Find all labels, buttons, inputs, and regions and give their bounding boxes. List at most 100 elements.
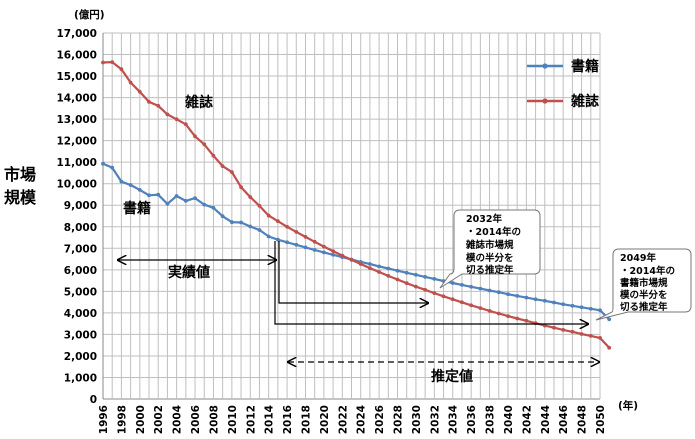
legend-marker-books bbox=[542, 63, 548, 69]
y-axis-label-line1: 市場 bbox=[4, 165, 36, 184]
data-point-books bbox=[579, 305, 584, 310]
data-point-books bbox=[266, 234, 271, 239]
data-point-magazines bbox=[294, 230, 299, 234]
data-point-magazines bbox=[496, 311, 501, 316]
data-point-magazines bbox=[257, 204, 262, 208]
callout-2032-line2: ・2014年の bbox=[466, 226, 521, 238]
y-tick-label: 10,000 bbox=[56, 179, 97, 191]
data-point-magazines bbox=[211, 153, 216, 158]
data-point-books bbox=[276, 237, 280, 242]
data-point-books bbox=[542, 298, 547, 303]
data-point-books bbox=[404, 270, 409, 275]
callout-2049-line5: 切る推定年 bbox=[620, 301, 668, 313]
x-tick-label: 2002 bbox=[153, 405, 165, 434]
data-point-magazines bbox=[414, 284, 418, 289]
actual-range-label: 実績値 bbox=[168, 264, 210, 281]
data-point-magazines bbox=[266, 213, 271, 218]
x-tick-label: 2018 bbox=[300, 405, 312, 434]
data-point-books bbox=[303, 245, 308, 250]
data-point-books bbox=[395, 268, 400, 273]
data-point-magazines bbox=[174, 117, 179, 122]
data-point-books bbox=[487, 288, 492, 293]
y-tick-label: 3,000 bbox=[64, 329, 97, 341]
x-tick-label: 2008 bbox=[208, 405, 220, 434]
data-point-books bbox=[552, 300, 556, 305]
data-point-magazines bbox=[147, 100, 151, 104]
x-tick-label: 2040 bbox=[503, 405, 515, 434]
data-point-books bbox=[202, 202, 207, 207]
inline-label-magazines: 雑誌 bbox=[184, 94, 213, 111]
data-point-magazines bbox=[248, 195, 253, 200]
data-point-magazines bbox=[542, 323, 547, 328]
data-point-magazines bbox=[137, 89, 142, 94]
data-point-books bbox=[588, 306, 593, 311]
x-tick-label: 2014 bbox=[264, 405, 276, 434]
y-tick-label: 11,000 bbox=[56, 157, 97, 169]
data-point-books bbox=[506, 292, 510, 297]
data-point-magazines bbox=[220, 164, 225, 169]
x-tick-label: 2032 bbox=[429, 405, 441, 434]
data-point-magazines bbox=[156, 103, 161, 108]
data-point-magazines bbox=[469, 303, 473, 308]
data-point-books bbox=[460, 283, 464, 287]
data-point-magazines bbox=[349, 258, 354, 262]
data-point-magazines bbox=[110, 60, 115, 64]
legend: 書籍 雑誌 bbox=[527, 58, 599, 110]
y-tick-label: 8,000 bbox=[64, 222, 97, 234]
x-tick-label: 2036 bbox=[466, 405, 478, 434]
legend-marker-magazines bbox=[542, 98, 548, 104]
data-point-books bbox=[211, 205, 216, 210]
data-point-magazines bbox=[340, 253, 345, 258]
data-point-magazines bbox=[395, 277, 400, 282]
data-point-books bbox=[469, 284, 473, 289]
x-tick-label: 2050 bbox=[595, 405, 607, 434]
data-point-books bbox=[312, 248, 317, 252]
data-point-magazines bbox=[368, 266, 372, 270]
data-point-books bbox=[496, 290, 501, 295]
data-point-books bbox=[156, 192, 161, 197]
x-tick-label: 2034 bbox=[448, 405, 460, 434]
data-point-magazines bbox=[478, 306, 483, 310]
data-point-books bbox=[368, 262, 372, 266]
data-point-magazines bbox=[460, 300, 464, 305]
data-point-magazines bbox=[285, 224, 289, 229]
data-point-books bbox=[239, 220, 244, 225]
x-tick-label: 2006 bbox=[190, 405, 202, 434]
data-point-magazines bbox=[487, 309, 492, 313]
x-tick-label: 2010 bbox=[227, 405, 239, 434]
callout-2049-line2: ・2014年の bbox=[620, 265, 675, 277]
data-point-books bbox=[137, 188, 142, 192]
data-point-magazines bbox=[588, 334, 593, 338]
data-point-books bbox=[561, 302, 566, 307]
x-tick-label: 2024 bbox=[356, 405, 368, 434]
data-point-magazines bbox=[276, 219, 280, 224]
data-point-magazines bbox=[193, 134, 197, 139]
x-tick-label: 2020 bbox=[319, 405, 331, 434]
x-tick-label: 2026 bbox=[374, 405, 386, 434]
data-point-magazines bbox=[441, 294, 446, 299]
data-point-magazines bbox=[607, 345, 612, 350]
data-point-books bbox=[515, 294, 520, 298]
legend-label-books: 書籍 bbox=[571, 58, 599, 75]
data-point-magazines bbox=[506, 314, 510, 318]
callout-2049-line3: 書籍市場規 bbox=[620, 277, 668, 289]
data-point-magazines bbox=[552, 325, 556, 330]
data-point-books bbox=[248, 224, 253, 229]
data-point-magazines bbox=[128, 80, 133, 85]
data-point-books bbox=[128, 183, 133, 187]
callout-2049-line4: 模の半分を bbox=[620, 289, 668, 301]
data-point-magazines bbox=[358, 262, 363, 266]
y-axis-ticks: 0 1,000 2,000 3,000 4,000 5,000 6,000 7,000 8,00… bbox=[56, 28, 97, 406]
data-point-magazines bbox=[377, 270, 381, 274]
data-point-magazines bbox=[432, 291, 437, 295]
magazine-half-arrow bbox=[278, 241, 428, 303]
data-point-books bbox=[183, 199, 188, 203]
callout-2032-line5: 切る推定年 bbox=[466, 264, 514, 276]
data-point-magazines bbox=[570, 329, 575, 334]
data-point-magazines bbox=[230, 170, 234, 175]
callout-2032: 2032年 ・2014年の 雑誌市場規 模の半分を 切る推定年 bbox=[439, 209, 541, 289]
data-point-magazines bbox=[303, 235, 308, 239]
y-tick-label: 13,000 bbox=[56, 114, 97, 126]
data-point-magazines bbox=[331, 249, 335, 254]
